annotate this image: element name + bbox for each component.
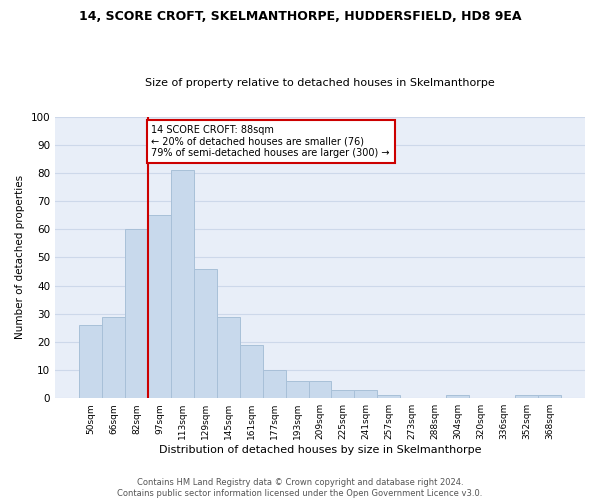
Bar	[331, 390, 355, 398]
Bar	[194, 268, 217, 398]
X-axis label: Distribution of detached houses by size in Skelmanthorpe: Distribution of detached houses by size …	[159, 445, 481, 455]
Bar	[286, 382, 308, 398]
Bar	[308, 382, 331, 398]
Bar	[102, 316, 125, 398]
Bar	[148, 215, 171, 398]
Bar	[515, 396, 538, 398]
Bar	[377, 396, 400, 398]
Y-axis label: Number of detached properties: Number of detached properties	[15, 176, 25, 340]
Bar	[125, 229, 148, 398]
Text: 14, SCORE CROFT, SKELMANTHORPE, HUDDERSFIELD, HD8 9EA: 14, SCORE CROFT, SKELMANTHORPE, HUDDERSF…	[79, 10, 521, 23]
Bar	[263, 370, 286, 398]
Text: 14 SCORE CROFT: 88sqm
← 20% of detached houses are smaller (76)
79% of semi-deta: 14 SCORE CROFT: 88sqm ← 20% of detached …	[151, 125, 390, 158]
Bar	[355, 390, 377, 398]
Bar	[171, 170, 194, 398]
Bar	[446, 396, 469, 398]
Text: Contains HM Land Registry data © Crown copyright and database right 2024.
Contai: Contains HM Land Registry data © Crown c…	[118, 478, 482, 498]
Bar	[217, 316, 240, 398]
Bar	[79, 325, 102, 398]
Bar	[240, 344, 263, 398]
Title: Size of property relative to detached houses in Skelmanthorpe: Size of property relative to detached ho…	[145, 78, 495, 88]
Bar	[538, 396, 561, 398]
